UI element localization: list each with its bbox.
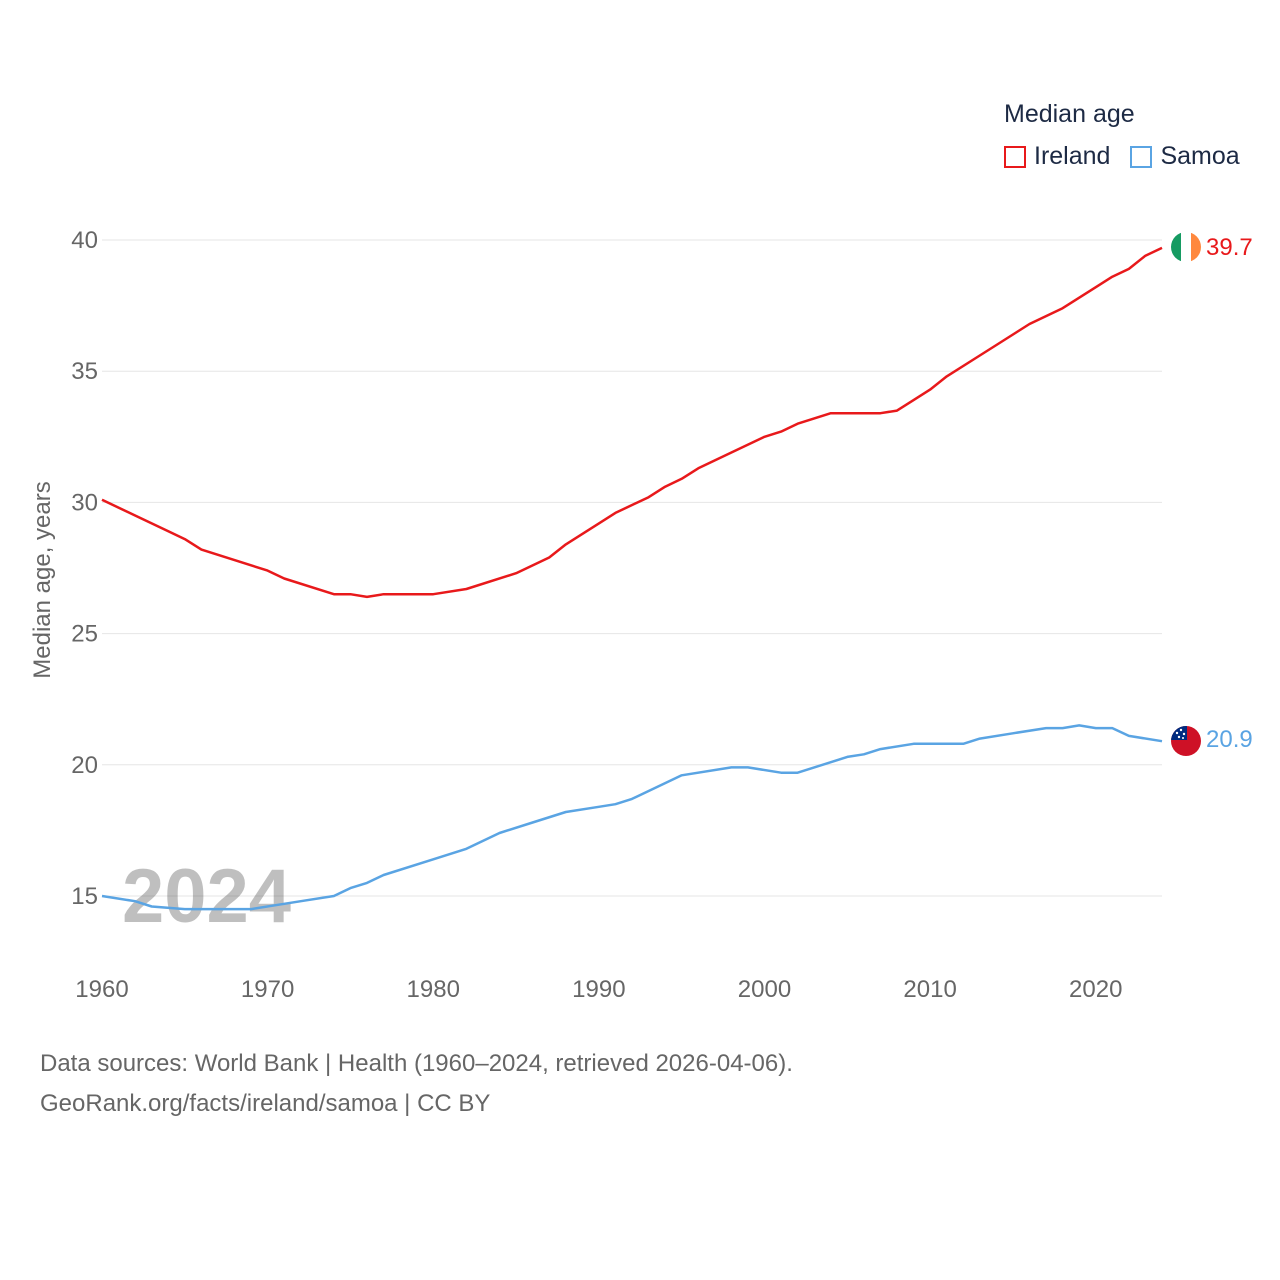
x-tick-label: 2010 [903, 976, 956, 1003]
x-tick-label: 1960 [75, 976, 128, 1003]
legend: Ireland Samoa [1004, 142, 1240, 171]
x-tick-label: 1990 [572, 976, 625, 1003]
x-tick-label: 2020 [1069, 976, 1122, 1003]
y-tick-label: 40 [71, 227, 98, 254]
legend-label-ireland: Ireland [1034, 142, 1111, 170]
ireland-end-value-label: 39.7 [1206, 234, 1253, 261]
legend-item-samoa[interactable]: Samoa [1130, 142, 1240, 171]
x-tick-label: 1970 [241, 976, 294, 1003]
y-tick-label: 35 [71, 358, 98, 385]
y-axis-label: Median age, years [29, 481, 56, 678]
x-tick-label: 1980 [407, 976, 460, 1003]
y-tick-label: 20 [71, 752, 98, 779]
gridlines [102, 239, 1162, 897]
x-axis-ticks: 1960 1970 1980 1990 2000 2010 2020 [75, 976, 1122, 1003]
samoa-flag-icon [1171, 726, 1201, 756]
legend-swatch-ireland [1004, 145, 1026, 168]
x-tick-label: 2000 [738, 976, 791, 1003]
y-tick-label: 30 [71, 489, 98, 516]
source-footer: Data sources: World Bank | Health (1960–… [40, 1044, 793, 1124]
y-axis-ticks: 15 20 25 30 35 40 [71, 227, 98, 910]
samoa-end-value-label: 20.9 [1206, 726, 1253, 753]
legend-swatch-samoa [1130, 145, 1153, 168]
y-tick-label: 25 [71, 621, 98, 648]
legend-item-ireland[interactable]: Ireland [1004, 142, 1110, 171]
legend-label-samoa: Samoa [1160, 142, 1240, 170]
year-watermark: 2024 [122, 854, 291, 939]
source-line-1: Data sources: World Bank | Health (1960–… [40, 1050, 793, 1077]
y-tick-label: 15 [71, 883, 98, 910]
ireland-series-line[interactable] [101, 246, 1163, 599]
samoa-series-line[interactable] [101, 724, 1163, 911]
ireland-flag-icon [1171, 232, 1201, 262]
source-line-2[interactable]: GeoRank.org/facts/ireland/samoa | CC BY [40, 1090, 491, 1117]
series-lines [101, 246, 1163, 911]
legend-title: Median age [1004, 100, 1135, 128]
